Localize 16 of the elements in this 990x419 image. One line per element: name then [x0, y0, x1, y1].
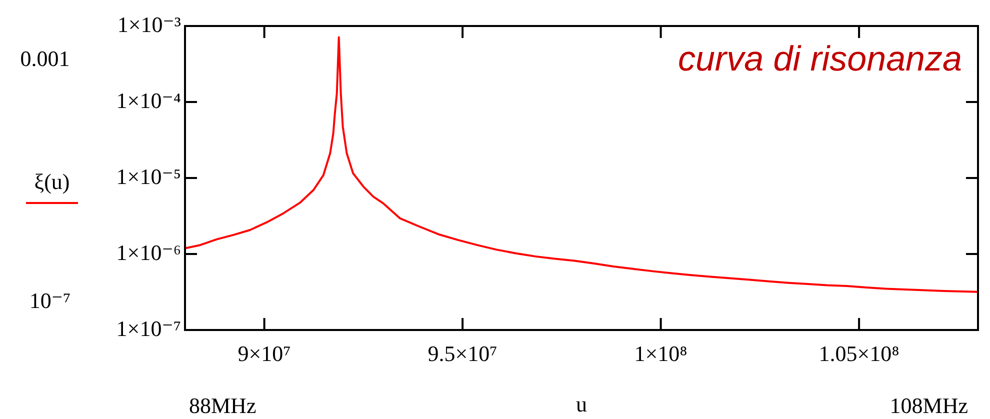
x-axis-title: u — [576, 392, 587, 417]
y-tick-label: 1×10⁻³ — [117, 12, 182, 37]
y-tick-label: 1×10⁻⁵ — [116, 164, 181, 189]
text: ξ(u) — [34, 168, 70, 194]
x-tick-label: 9×10⁷ — [238, 340, 291, 366]
x-tick-label: 9.5×10⁷ — [428, 340, 498, 366]
x-tick-label: 1.05×10⁸ — [818, 340, 900, 366]
y-tick-label: 1×10⁻⁷ — [116, 316, 181, 341]
text: 10⁻⁷ — [29, 288, 71, 313]
annotation: curva di risonanza — [678, 40, 962, 79]
text: 0.001 — [20, 46, 70, 71]
x-tick-label: 1×10⁸ — [634, 340, 688, 366]
text: 108MHz — [890, 392, 968, 418]
y-tick-label: 1×10⁻⁴ — [116, 88, 182, 113]
text: 88MHz — [189, 392, 256, 418]
y-tick-label: 1×10⁻⁶ — [116, 240, 181, 265]
